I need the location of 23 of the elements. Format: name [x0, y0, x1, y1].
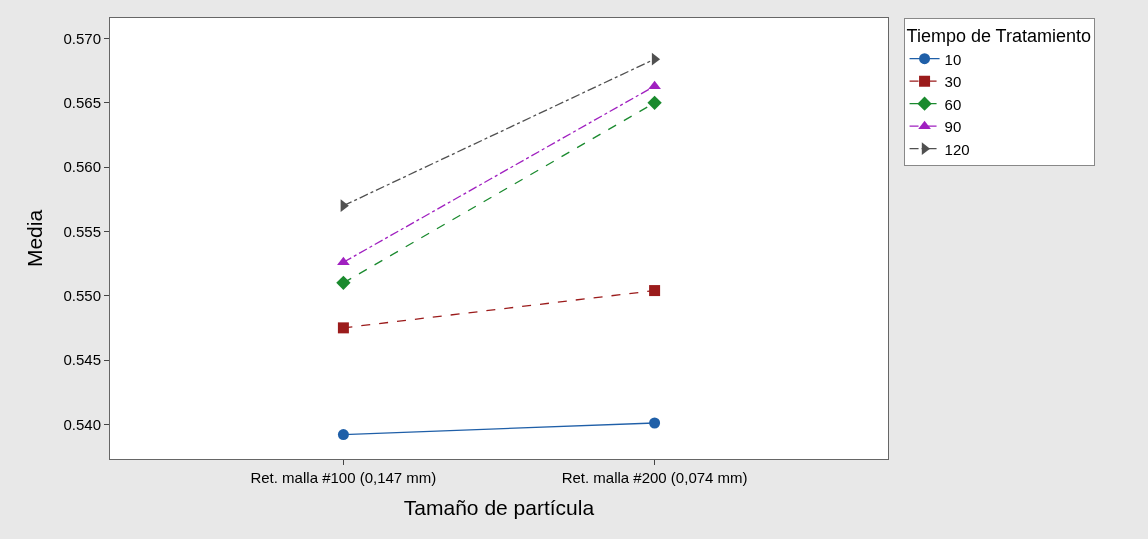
point	[647, 95, 662, 111]
legend-label: 30	[944, 73, 962, 90]
legend-label: 90	[944, 118, 962, 135]
point	[336, 275, 351, 291]
y-tick-label: 0.555	[63, 222, 101, 240]
x-tick-label: Ret. malla #100 (0,147 mm)	[250, 469, 437, 486]
y-tick-label: 0.560	[63, 158, 101, 176]
y-tick-label: 0.570	[63, 29, 101, 47]
y-tick-label: 0.545	[63, 351, 101, 369]
point	[337, 322, 349, 334]
y-tick-label: 0.540	[63, 415, 101, 433]
legend-label: 10	[944, 50, 962, 68]
legend-title: Tiempo de Tratamiento	[906, 26, 1091, 47]
x-axis-title: Tamaño de partícula	[403, 496, 595, 520]
y-tick-label: 0.550	[63, 286, 101, 304]
y-axis-title: Media	[22, 209, 46, 268]
legend-label: 60	[944, 95, 962, 113]
legend-label: 120	[944, 140, 970, 158]
y-tick-label: 0.565	[63, 94, 101, 112]
point	[337, 429, 349, 441]
point	[649, 417, 661, 429]
point	[649, 285, 661, 297]
x-tick-label: Ret. malla #200 (0,074 mm)	[561, 469, 748, 486]
